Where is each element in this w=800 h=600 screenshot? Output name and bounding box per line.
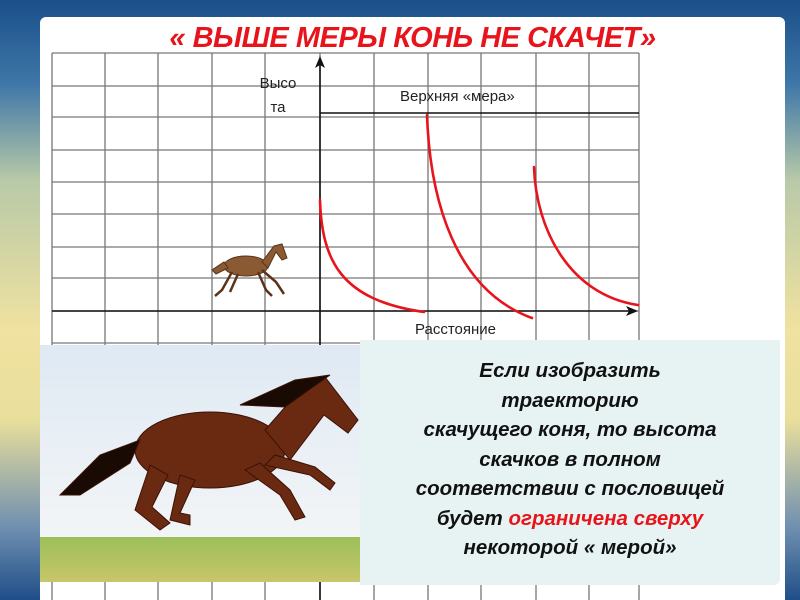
text-line: скачков в полном	[479, 447, 661, 471]
horse-photo-image	[40, 345, 360, 582]
jump-curve-1	[318, 198, 426, 314]
y-axis-label-line1: Высо	[259, 75, 297, 92]
x-axis-arrow-icon	[626, 306, 638, 316]
text-line: некоторой « мерой»	[463, 536, 677, 559]
upper-limit-label: Верхняя «мера»	[400, 88, 515, 105]
highlighted-text: ограничена сверху	[508, 506, 704, 530]
jump-curve-3	[532, 165, 640, 307]
y-axis-label: Высо та	[256, 72, 300, 120]
jump-curve-2	[425, 113, 534, 320]
small-horse-icon	[211, 243, 288, 297]
text-line-start: будет	[436, 506, 509, 530]
explanation-text-box: Если изобразить траекторию скачущего кон…	[360, 340, 780, 585]
text-line: траекторию	[501, 388, 639, 412]
y-axis-arrow-icon	[315, 56, 325, 68]
text-line: скачущего коня, то высота	[423, 418, 717, 441]
text-line: соответствии с пословицей	[415, 477, 725, 500]
y-axis-label-line2: та	[270, 99, 286, 116]
galloping-horse-photo	[40, 345, 360, 582]
jump-curves	[318, 113, 640, 320]
text-line: будет ограничена сверху	[360, 504, 780, 534]
x-axis-label: Расстояние	[415, 321, 497, 338]
text-line: Если изобразить	[479, 359, 661, 382]
slide-title: « ВЫШЕ МЕРЫ КОНЬ НЕ СКАЧЕТ»	[169, 22, 656, 54]
